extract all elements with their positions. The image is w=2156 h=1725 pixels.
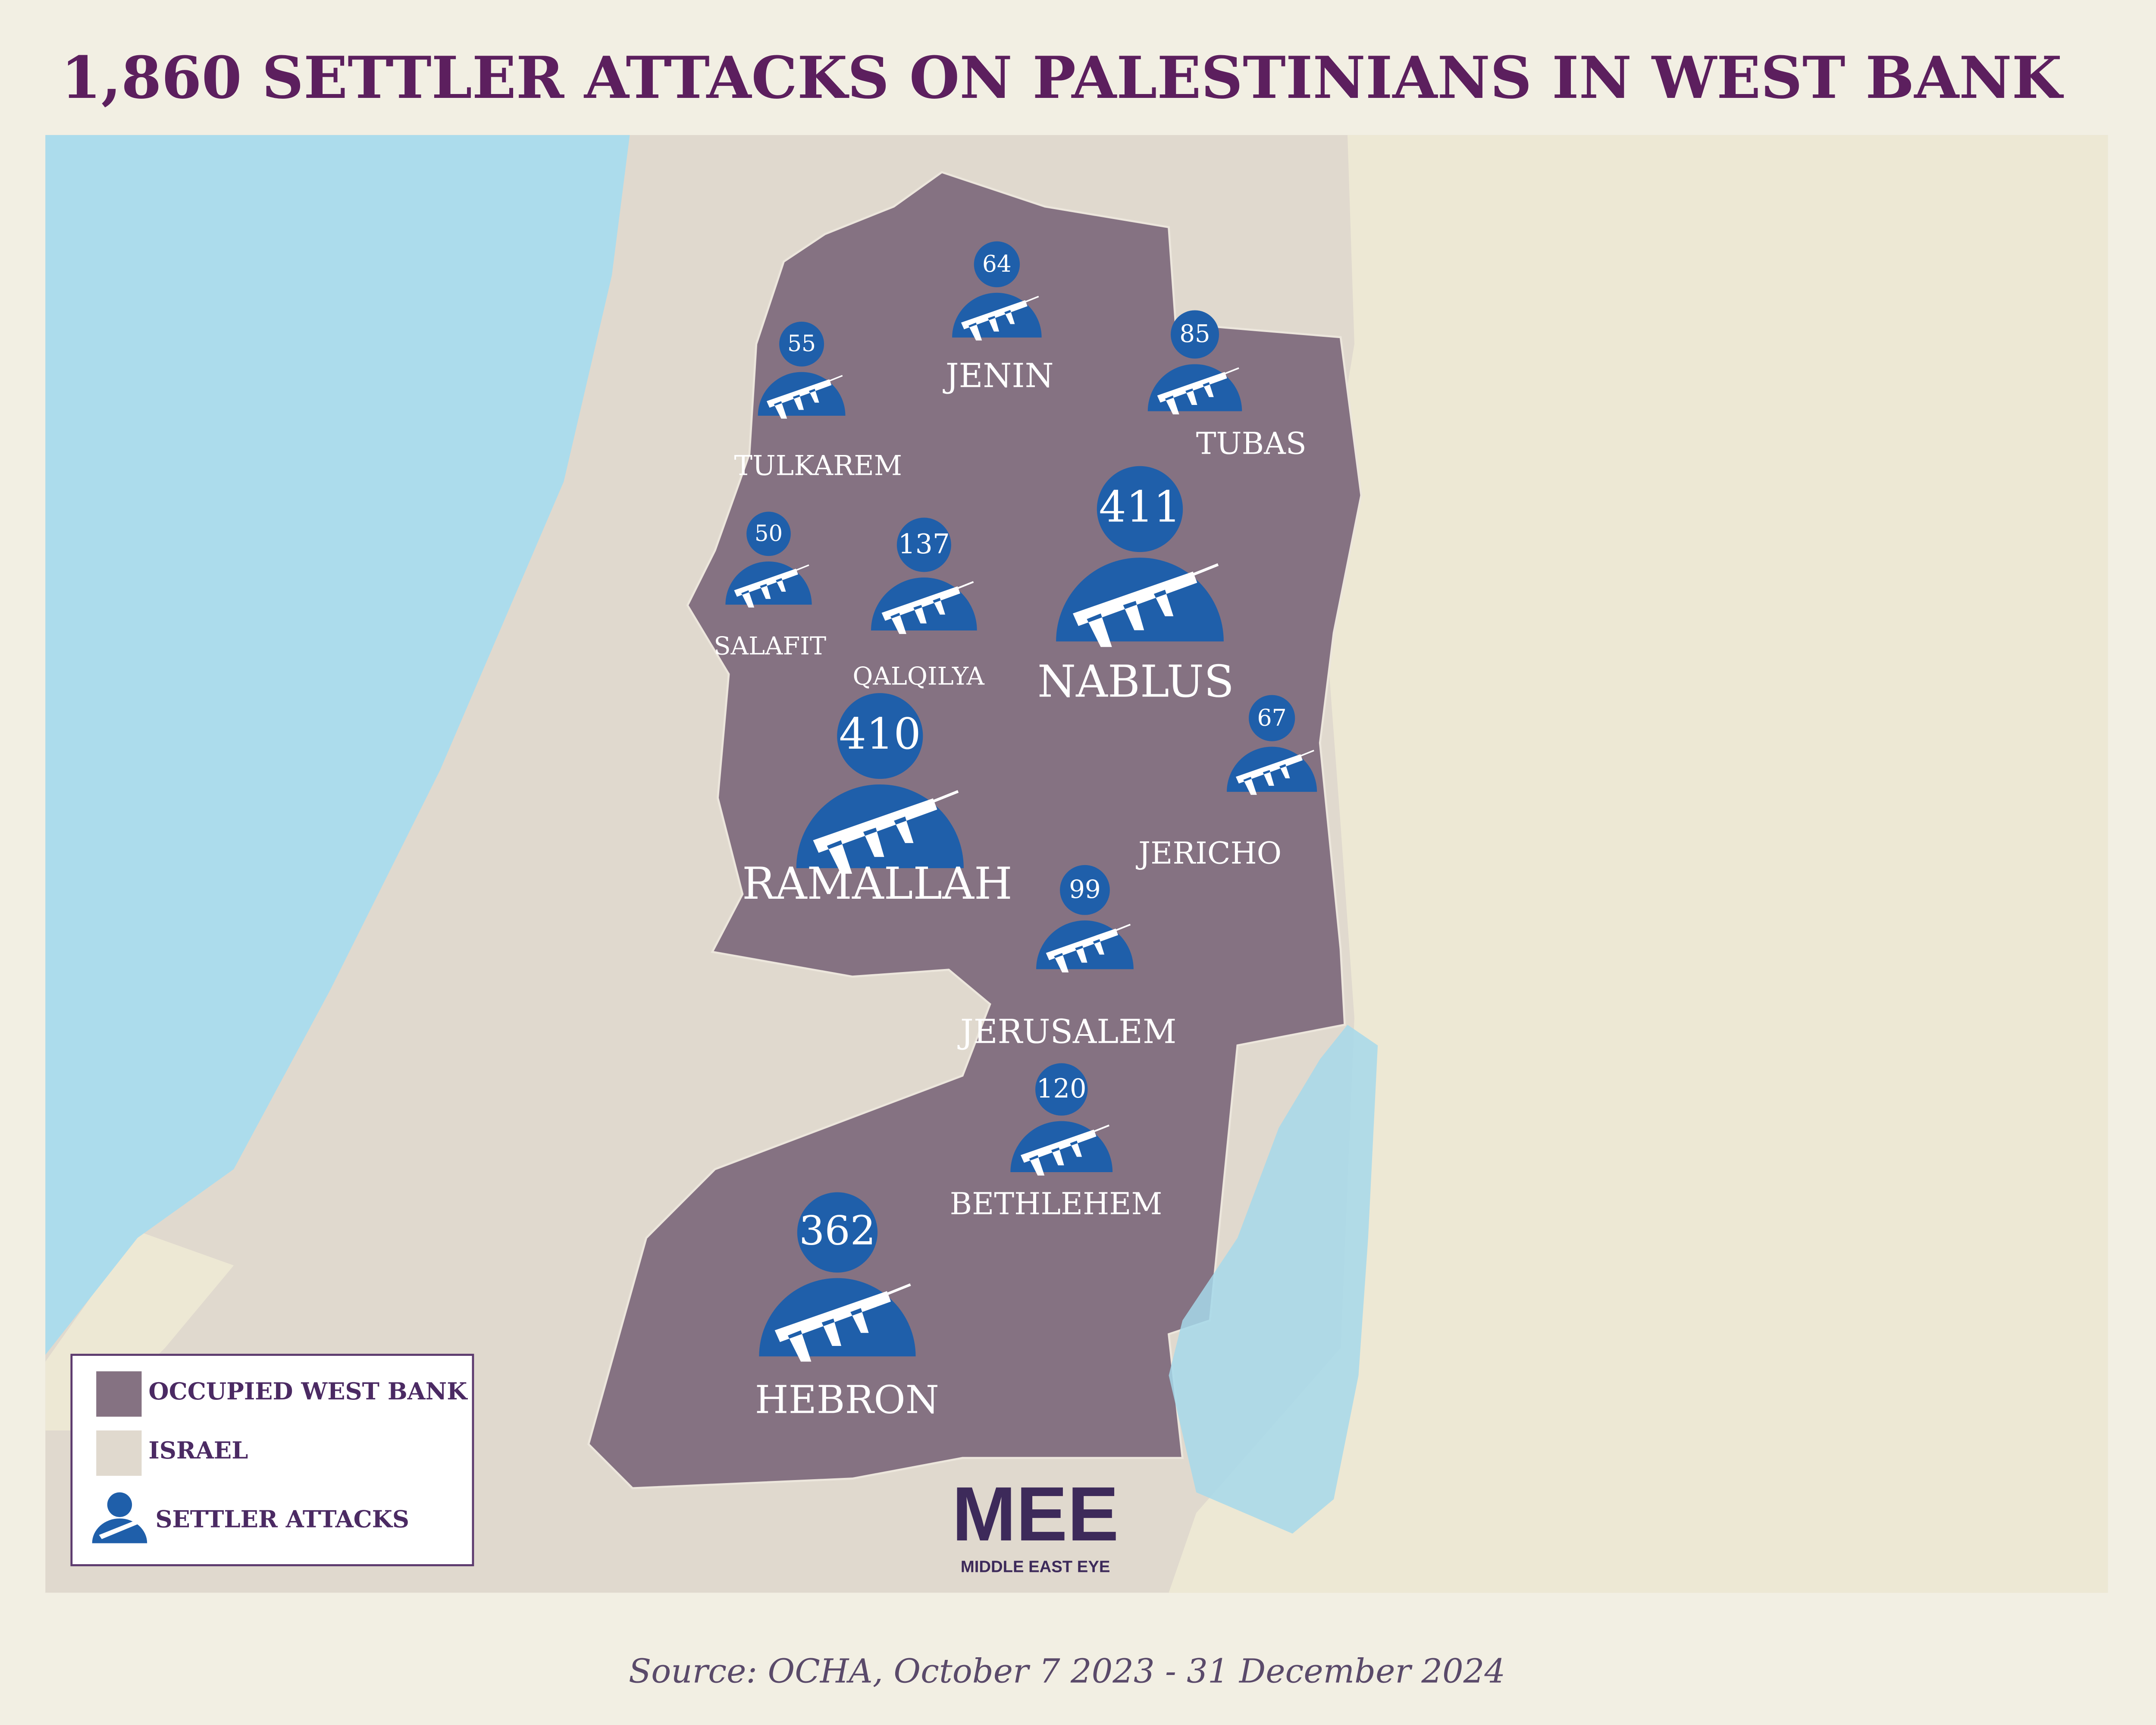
title: 1,860 SETTLER ATTACKS ON PALESTINIANS IN… (61, 44, 2064, 112)
attack-count: 64 (982, 251, 1012, 277)
rifle (1157, 367, 1239, 414)
rifle-shape (734, 568, 798, 608)
rifle (1235, 750, 1314, 795)
legend: OCCUPIED WEST BANK ISRAEL SETTLER ATTACK… (70, 1354, 474, 1566)
rifle-barrel (1189, 563, 1219, 577)
rifle-barrel (1298, 750, 1314, 757)
rifle-barrel (930, 790, 959, 804)
region-name: BETHLEHEM (950, 1186, 1163, 1222)
logo-mark: MEE (952, 1471, 1119, 1557)
attack-icon (1010, 1063, 1113, 1176)
attack-icon (1056, 466, 1224, 647)
icon-head (779, 321, 824, 367)
rifle (774, 1283, 911, 1362)
icon-head (797, 1192, 878, 1273)
attack-count: 55 (787, 331, 816, 357)
legend-icon (92, 1492, 147, 1543)
region-name: JERICHO (1136, 836, 1282, 871)
base-map (45, 135, 2108, 1593)
region-name: SALAFIT (714, 632, 826, 661)
attack-count: 99 (1069, 875, 1101, 904)
legend-swatch (96, 1430, 142, 1476)
rifle (961, 295, 1039, 341)
attack-icon (1036, 865, 1134, 972)
rifle-barrel (1023, 295, 1039, 303)
icon-head (1060, 865, 1110, 915)
rifle-shape (1021, 1129, 1097, 1176)
rifle-shape (1046, 928, 1119, 972)
region-name: RAMALLAH (742, 858, 1012, 910)
region-name: TUBAS (1196, 426, 1307, 461)
rifle-barrel (955, 581, 974, 590)
logo: MEE MIDDLE EAST EYE (952, 1471, 1119, 1576)
attack-count: 410 (839, 709, 921, 759)
rifle-shape (1235, 754, 1303, 795)
rifle (734, 564, 809, 608)
icon-head (746, 511, 791, 556)
rifle (766, 375, 843, 419)
region-name: TULKAREM (734, 450, 903, 482)
attack-icon (1147, 310, 1242, 414)
regions: 55 TULKAREM 64 JENIN 85 TUBAS 50 SALAFIT 137 QALQ… (714, 241, 1317, 1423)
region-name: HEBRON (755, 1378, 939, 1423)
icon-head (1171, 310, 1219, 359)
attack-count: 362 (799, 1207, 876, 1254)
attack-icon (871, 518, 977, 634)
region-name: JERUSALEM (957, 1013, 1176, 1051)
attack-count: 120 (1037, 1074, 1087, 1104)
rifle (1021, 1124, 1109, 1176)
attack-icon (1227, 695, 1317, 795)
region-name: JENIN (943, 357, 1054, 395)
legend-label: ISRAEL (148, 1436, 248, 1464)
jordan-area (1169, 135, 2108, 1593)
icon-head (974, 241, 1020, 288)
icon-head (1097, 466, 1183, 552)
rifle (881, 581, 974, 634)
attack-icon (759, 1192, 916, 1362)
rifle-barrel (1113, 924, 1131, 932)
rifle-barrel (794, 564, 809, 572)
attack-count: 85 (1179, 320, 1210, 348)
attack-icon (725, 511, 812, 608)
rifle-barrel (1092, 1124, 1109, 1133)
icon-head (1035, 1063, 1088, 1116)
legend-label: SETTLER ATTACKS (155, 1505, 409, 1533)
legend-swatch (96, 1371, 142, 1417)
rifle-shape (774, 1291, 891, 1362)
rifle (1046, 924, 1131, 972)
rifle-shape (1157, 372, 1227, 414)
source: Source: OCHA, October 7 2023 - 31 Decemb… (629, 1652, 1505, 1690)
icon-head (1249, 695, 1295, 741)
rifle-shape (961, 300, 1028, 341)
attack-icon (796, 693, 964, 874)
rifle-shape (766, 379, 832, 419)
attack-count: 67 (1257, 704, 1287, 731)
icon-head (896, 518, 951, 572)
region-name: NABLUS (1037, 656, 1234, 707)
rifle-barrel (884, 1283, 911, 1296)
rifle (813, 790, 959, 874)
attack-icon (758, 321, 846, 419)
attack-count: 137 (898, 528, 950, 560)
icon-head (837, 693, 923, 779)
rifle-barrel (1222, 367, 1239, 375)
attack-count: 50 (755, 521, 783, 547)
rifle (1072, 563, 1219, 647)
rifle-shape (1072, 571, 1197, 647)
rifle-shape (813, 798, 937, 874)
attack-count: 411 (1099, 482, 1181, 532)
rifle-barrel (827, 375, 843, 383)
dead-sea (1169, 1025, 1378, 1534)
region-name: QALQILYA (852, 662, 984, 691)
rifle-shape (881, 586, 960, 634)
attack-icon (952, 241, 1042, 341)
legend-label: OCCUPIED WEST BANK (148, 1377, 468, 1405)
sea (45, 135, 630, 1355)
logo-name: MIDDLE EAST EYE (961, 1557, 1110, 1576)
